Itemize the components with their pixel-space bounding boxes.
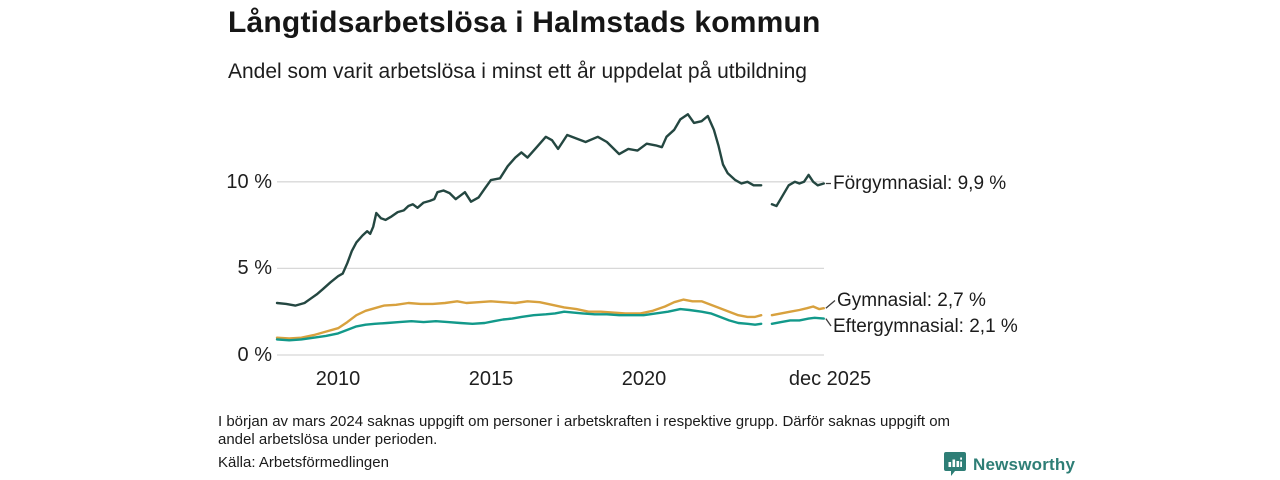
x-axis-tick-2010: 2010: [315, 368, 361, 390]
line-förgymnasial: [770, 173, 825, 208]
chart-subtitle: Andel som varit arbetslösa i minst ett å…: [228, 60, 807, 83]
y-axis-tick-10: 10 %: [226, 171, 272, 193]
series-label-eftergymnasial: Eftergymnasial: 2,1 %: [833, 316, 1018, 337]
newsworthy-logo: Newsworthy: [944, 452, 1075, 477]
x-axis-tick-dec-2025: dec 2025: [788, 368, 872, 390]
x-axis-tick-2020: 2020: [621, 368, 667, 390]
page-title: Långtidsarbetslösa i Halmstads kommun: [228, 6, 821, 39]
x-axis-tick-2015: 2015: [468, 368, 514, 390]
footnote-line-1: I början av mars 2024 saknas uppgift om …: [218, 413, 951, 430]
label-connector: [825, 318, 832, 327]
line-gymnasial: [275, 298, 763, 340]
source-text: Källa: Arbetsförmedlingen: [218, 454, 389, 471]
label-connector: [825, 300, 836, 309]
footnote-line-2: andel arbetslösa under perioden.: [218, 431, 438, 448]
line-eftergymnasial: [275, 307, 763, 342]
newsworthy-logo-text: Newsworthy: [973, 454, 1076, 474]
y-axis-tick-5: 5 %: [237, 257, 272, 279]
series-label-gymnasial: Gymnasial: 2,7 %: [837, 290, 986, 311]
line-gymnasial: [770, 305, 825, 317]
line-eftergymnasial: [770, 316, 825, 325]
bar-chart-speech-bubble-icon: [944, 452, 966, 476]
series-label-forgymnasial: Förgymnasial: 9,9 %: [833, 173, 1007, 194]
line-förgymnasial: [275, 113, 763, 307]
y-axis-tick-0: 0 %: [237, 344, 272, 366]
